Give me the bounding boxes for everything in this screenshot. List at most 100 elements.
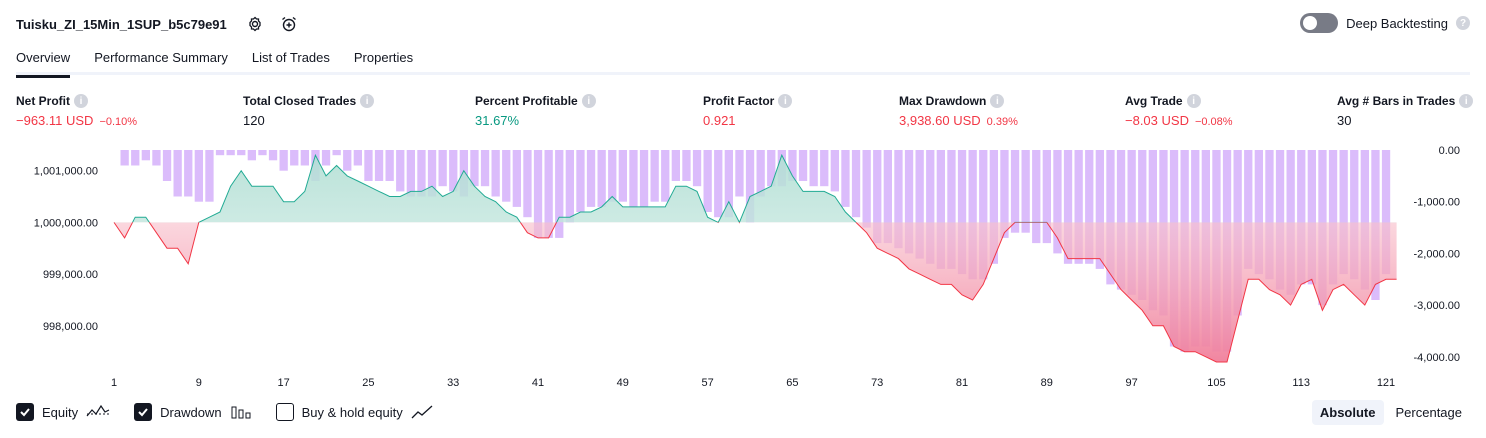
drawdown-bar (597, 150, 606, 207)
equity-drawdown-chart[interactable]: 1,001,000.00 1,000,000.00 999,000.00 998,00… (0, 140, 1486, 394)
drawdown-bar (968, 150, 977, 280)
drawdown-bar (427, 150, 437, 197)
percentage-button[interactable]: Percentage (1395, 405, 1463, 420)
checkbox-unchecked-icon[interactable] (275, 403, 294, 421)
checkbox-checked-icon[interactable] (16, 403, 34, 421)
gear-icon[interactable] (245, 14, 265, 34)
metric-value: 120 (243, 113, 265, 128)
alarm-plus-icon[interactable] (279, 14, 299, 34)
drawdown-bar (798, 150, 808, 181)
drawdown-bar (936, 150, 945, 269)
drawdown-bar (979, 150, 988, 280)
drawdown-bar (321, 150, 331, 166)
drawdown-bar (703, 150, 712, 212)
drawdown-bar (1339, 150, 1348, 275)
drawdown-bar (1095, 150, 1104, 269)
deep-backtesting-toggle[interactable] (1300, 13, 1339, 33)
drawdown-bar (883, 150, 892, 244)
drawdown-bar (1106, 150, 1115, 285)
drawdown-bar (279, 150, 288, 171)
tab-list-of-trades[interactable]: List of Trades (251, 50, 330, 65)
info-icon[interactable]: i (1186, 94, 1201, 108)
legend-equity[interactable]: Equity (16, 403, 110, 421)
drawdown-bars-icon (231, 406, 251, 419)
drawdown-bar (618, 150, 627, 202)
equity-line-loss (113, 222, 1397, 363)
drawdown-bar (1244, 150, 1253, 269)
drawdown-bar (756, 150, 765, 197)
x-axis-tick-label: 81 (956, 377, 968, 389)
drawdown-bar (449, 150, 458, 192)
drawdown-bar (533, 150, 543, 238)
metric-value: 31.67% (475, 113, 520, 128)
x-axis-tick-label: 97 (1125, 377, 1137, 389)
x-axis-tick-label: 9 (196, 377, 202, 389)
drawdown-bar (290, 150, 299, 166)
info-icon[interactable]: i (74, 94, 88, 108)
drawdown-bar (438, 150, 447, 187)
info-icon[interactable]: i (1459, 94, 1474, 108)
x-axis-tick-label: 49 (617, 377, 629, 389)
drawdown-bar (1381, 150, 1391, 275)
tab-performance-summary[interactable]: Performance Summary (94, 50, 228, 65)
help-icon[interactable]: ? (1456, 16, 1470, 30)
drawdown-bar (745, 150, 755, 223)
drawdown-bar (470, 150, 479, 187)
metric-avg-trade: Avg Trade i −8.03 USD −0.08% (1125, 93, 1233, 128)
x-axis-tick-label: 17 (277, 377, 289, 389)
checkbox-checked-icon[interactable] (134, 403, 153, 421)
drawdown-bar (820, 150, 829, 187)
drawdown-bar (650, 150, 659, 202)
strategy-header: Tuisku_ZI_15Min_1SUP_b5c79e91 (16, 12, 299, 36)
drawdown-bar (544, 150, 553, 238)
drawdown-bar (1350, 150, 1359, 280)
drawdown-bar (565, 150, 574, 223)
drawdown-bar (1127, 150, 1136, 295)
drawdown-bar (406, 150, 415, 197)
drawdown-bar (671, 150, 680, 181)
drawdown-bar (1021, 150, 1030, 233)
drawdown-bar (989, 150, 998, 264)
legend-buy-hold[interactable]: Buy & hold equity (275, 403, 433, 421)
buy-hold-line-icon (411, 405, 433, 419)
drawdown-bar (480, 150, 490, 187)
drawdown-bar (184, 150, 193, 197)
drawdown-bar (639, 150, 649, 207)
info-icon[interactable]: i (778, 94, 793, 108)
chart-legend: Equity Drawdown Buy & hold equity (16, 403, 433, 421)
metric-value: −8.03 USD (1125, 113, 1189, 128)
legend-drawdown[interactable]: Drawdown (134, 403, 251, 421)
metric-net-profit: Net Profit i −963.11 USD −0.10% (16, 93, 137, 128)
info-icon[interactable]: i (360, 94, 375, 108)
metric-total-closed-trades: Total Closed Trades i 120 (243, 93, 375, 128)
drawdown-bar (502, 150, 511, 202)
x-axis-tick-label: 105 (1207, 377, 1225, 389)
metric-label: Percent Profitable (475, 94, 578, 108)
drawdown-bar (343, 150, 352, 171)
drawdown-bar (141, 150, 150, 161)
tab-overview[interactable]: Overview (16, 44, 71, 78)
tab-properties[interactable]: Properties (353, 50, 414, 65)
legend-drawdown-label: Drawdown (160, 404, 222, 420)
drawdown-bar (353, 150, 362, 166)
drawdown-bar (682, 150, 691, 181)
drawdown-bar (894, 150, 903, 249)
drawdown-bar (194, 150, 203, 202)
right-axis-tick-label: -3,000.00 (1414, 300, 1460, 312)
drawdown-bar (735, 150, 744, 197)
drawdown-bar (555, 150, 564, 238)
drawdown-bar (396, 150, 405, 192)
drawdown-bar (809, 150, 818, 187)
x-axis-tick-label: 89 (1041, 377, 1053, 389)
info-icon[interactable]: i (581, 94, 596, 108)
info-icon[interactable]: i (990, 94, 1005, 108)
metric-label: Max Drawdown (899, 94, 987, 108)
deep-backtesting-label: Deep Backtesting (1346, 15, 1448, 31)
x-axis-tick-label: 113 (1292, 377, 1310, 389)
drawdown-bar (830, 150, 839, 192)
absolute-button[interactable]: Absolute (1311, 400, 1384, 425)
drawdown-bar (1032, 150, 1041, 244)
drawdown-bar (120, 150, 129, 166)
equity-area-loss (114, 222, 1397, 362)
drawdown-bar (608, 150, 617, 202)
